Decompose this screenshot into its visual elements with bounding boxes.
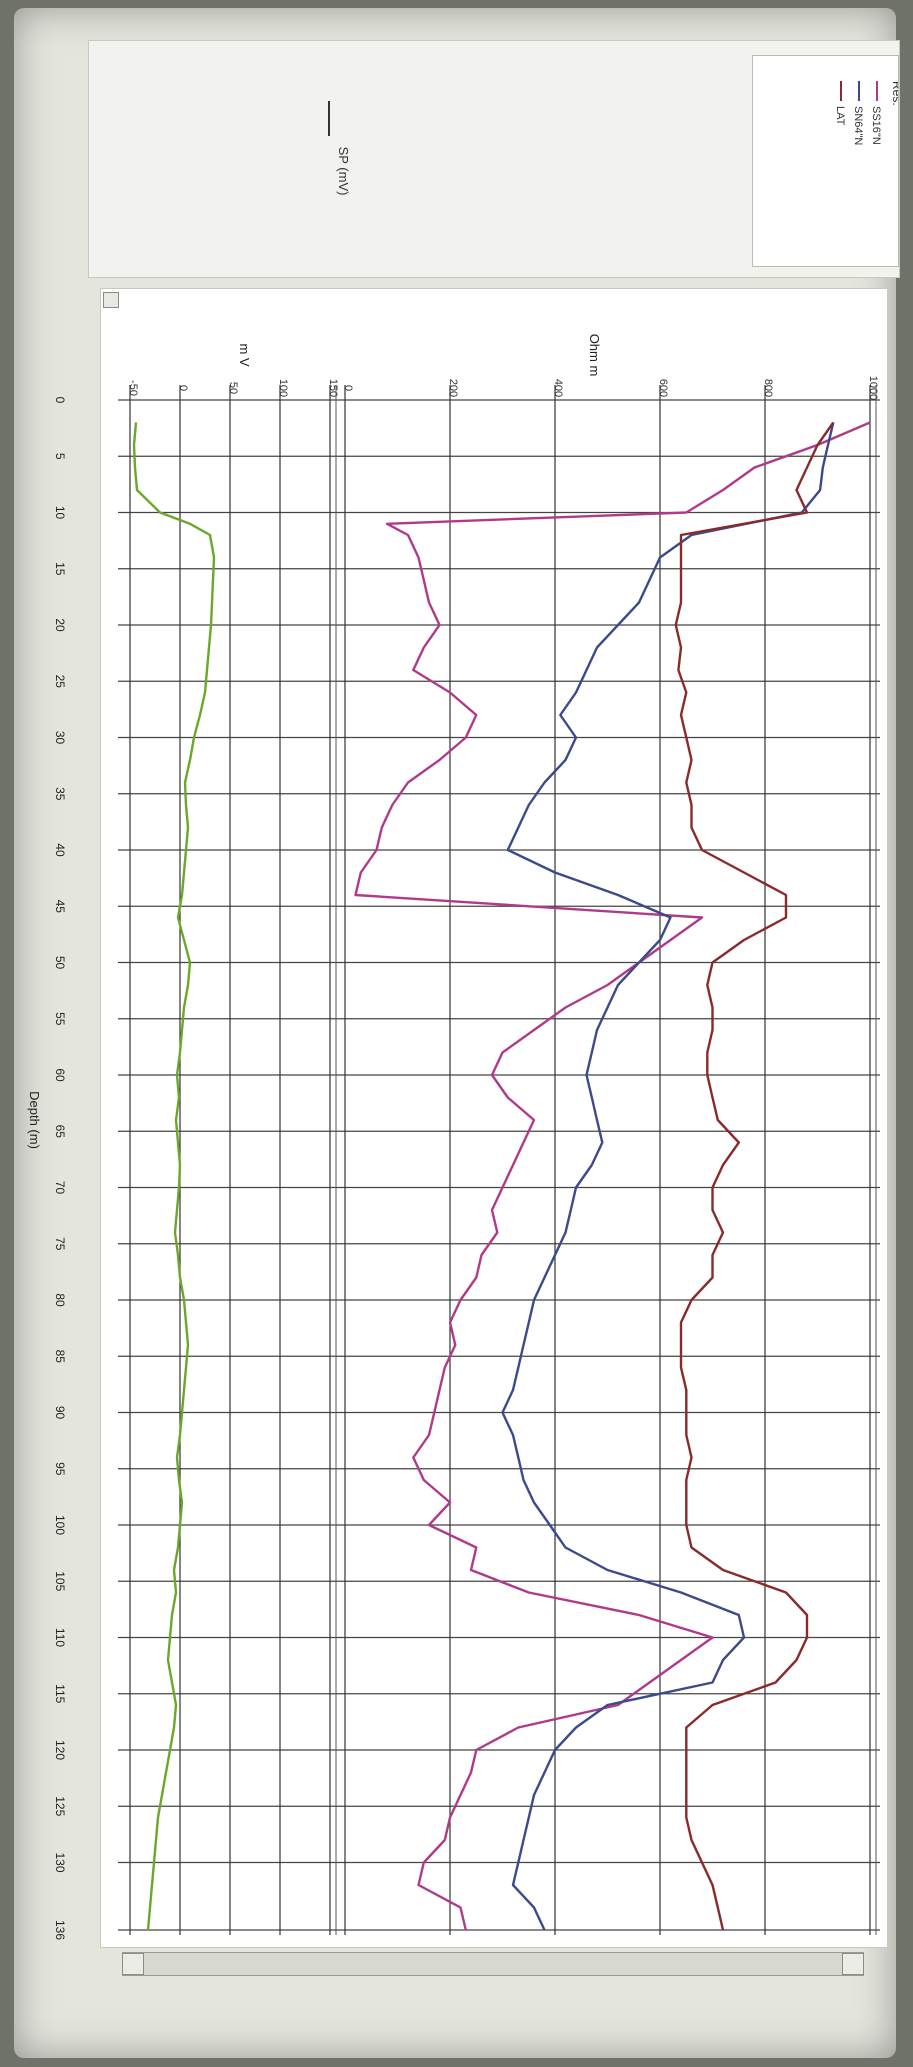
scroll-right-button[interactable] <box>842 1953 864 1975</box>
depth-tick-label: 65 <box>53 1125 67 1139</box>
resistivity-tick-label: 0 <box>342 385 354 391</box>
depth-tick-label: 60 <box>53 1068 67 1082</box>
resistivity-tick-label: 200 <box>447 379 459 397</box>
depth-tick-label: 115 <box>53 1684 67 1703</box>
scroll-up-button[interactable] <box>103 292 119 308</box>
sp-tick-label: 100 <box>277 379 289 397</box>
sp-header-label: SP (mV) <box>336 147 351 196</box>
depth-tick-label: 120 <box>53 1740 67 1760</box>
resistivity-tick-label: 800 <box>762 379 774 397</box>
depth-tick-label: 20 <box>53 618 67 632</box>
resistivity-tick-label: 1000 <box>867 376 879 400</box>
depth-tick-label: 55 <box>53 1012 67 1026</box>
sp-unit-title: m V <box>237 343 252 366</box>
depth-tick-label: 50 <box>53 956 67 970</box>
sp-tick-label: 0 <box>177 385 189 391</box>
depth-tick-label: 85 <box>53 1350 67 1364</box>
legend-item-0: SS16"N <box>870 106 882 145</box>
depth-tick-label: 130 <box>53 1852 67 1872</box>
horizontal-scrollbar[interactable] <box>122 1952 864 1976</box>
depth-axis-label: Depth (m) <box>27 1091 42 1149</box>
depth-tick-label: 105 <box>53 1571 67 1591</box>
sp-tick-label: -50 <box>127 380 139 396</box>
depth-tick-label: 45 <box>53 900 67 914</box>
depth-tick-label: 75 <box>53 1237 67 1251</box>
depth-tick-label: 10 <box>53 506 67 520</box>
res-unit-title: Ohm m <box>587 334 602 377</box>
depth-tick-label: 90 <box>53 1406 67 1420</box>
depth-tick-label: 25 <box>53 675 67 689</box>
depth-tick-label: 35 <box>53 787 67 801</box>
series-line <box>354 421 871 1931</box>
resistivity-axis: 0 200 400 600 800 1000 <box>342 376 879 1935</box>
series-line <box>674 421 835 1931</box>
series-line <box>501 422 835 1931</box>
track-header-svg: SP (mV) <box>328 101 351 196</box>
depth-tick-label: 40 <box>53 843 67 857</box>
depth-tick-label: 110 <box>53 1628 67 1647</box>
depth-tick-label: 5 <box>53 453 67 460</box>
legend-item-2: LAT <box>834 106 846 126</box>
legend-svg: Res. SS16"N SN64"N LAT <box>834 81 904 145</box>
legend-box: Res. SS16"N SN64"N LAT <box>752 55 904 267</box>
depth-tick-label: 15 <box>53 562 67 576</box>
depth-tick-label: 70 <box>53 1181 67 1195</box>
depth-grid <box>118 399 880 1931</box>
depth-axis: 0 5 10 15 20 25 30 35 40 45 50 55 60 65 70 75 80 85 90 95 10… <box>53 397 67 1941</box>
series-line <box>132 422 216 1931</box>
series-group <box>132 421 871 1931</box>
depth-tick-label: 0 <box>53 397 67 404</box>
depth-tick-label: 95 <box>53 1462 67 1476</box>
depth-tick-label: 100 <box>53 1515 67 1535</box>
depth-tick-label: 30 <box>53 731 67 745</box>
log-plot-area <box>100 288 888 1948</box>
sp-tick-label: 150 <box>327 379 339 397</box>
sp-axis: -50 0 50 100 150 <box>127 379 339 1935</box>
depth-tick-label: 80 <box>53 1293 67 1307</box>
depth-tick-label: 125 <box>53 1796 67 1816</box>
resistivity-tick-label: 600 <box>657 379 669 397</box>
legend-item-1: SN64"N <box>852 106 864 145</box>
depth-tick-label: 136 <box>53 1920 67 1940</box>
sp-tick-label: 50 <box>227 382 239 394</box>
resistivity-tick-label: 400 <box>552 379 564 397</box>
scroll-left-button[interactable] <box>122 1953 144 1975</box>
